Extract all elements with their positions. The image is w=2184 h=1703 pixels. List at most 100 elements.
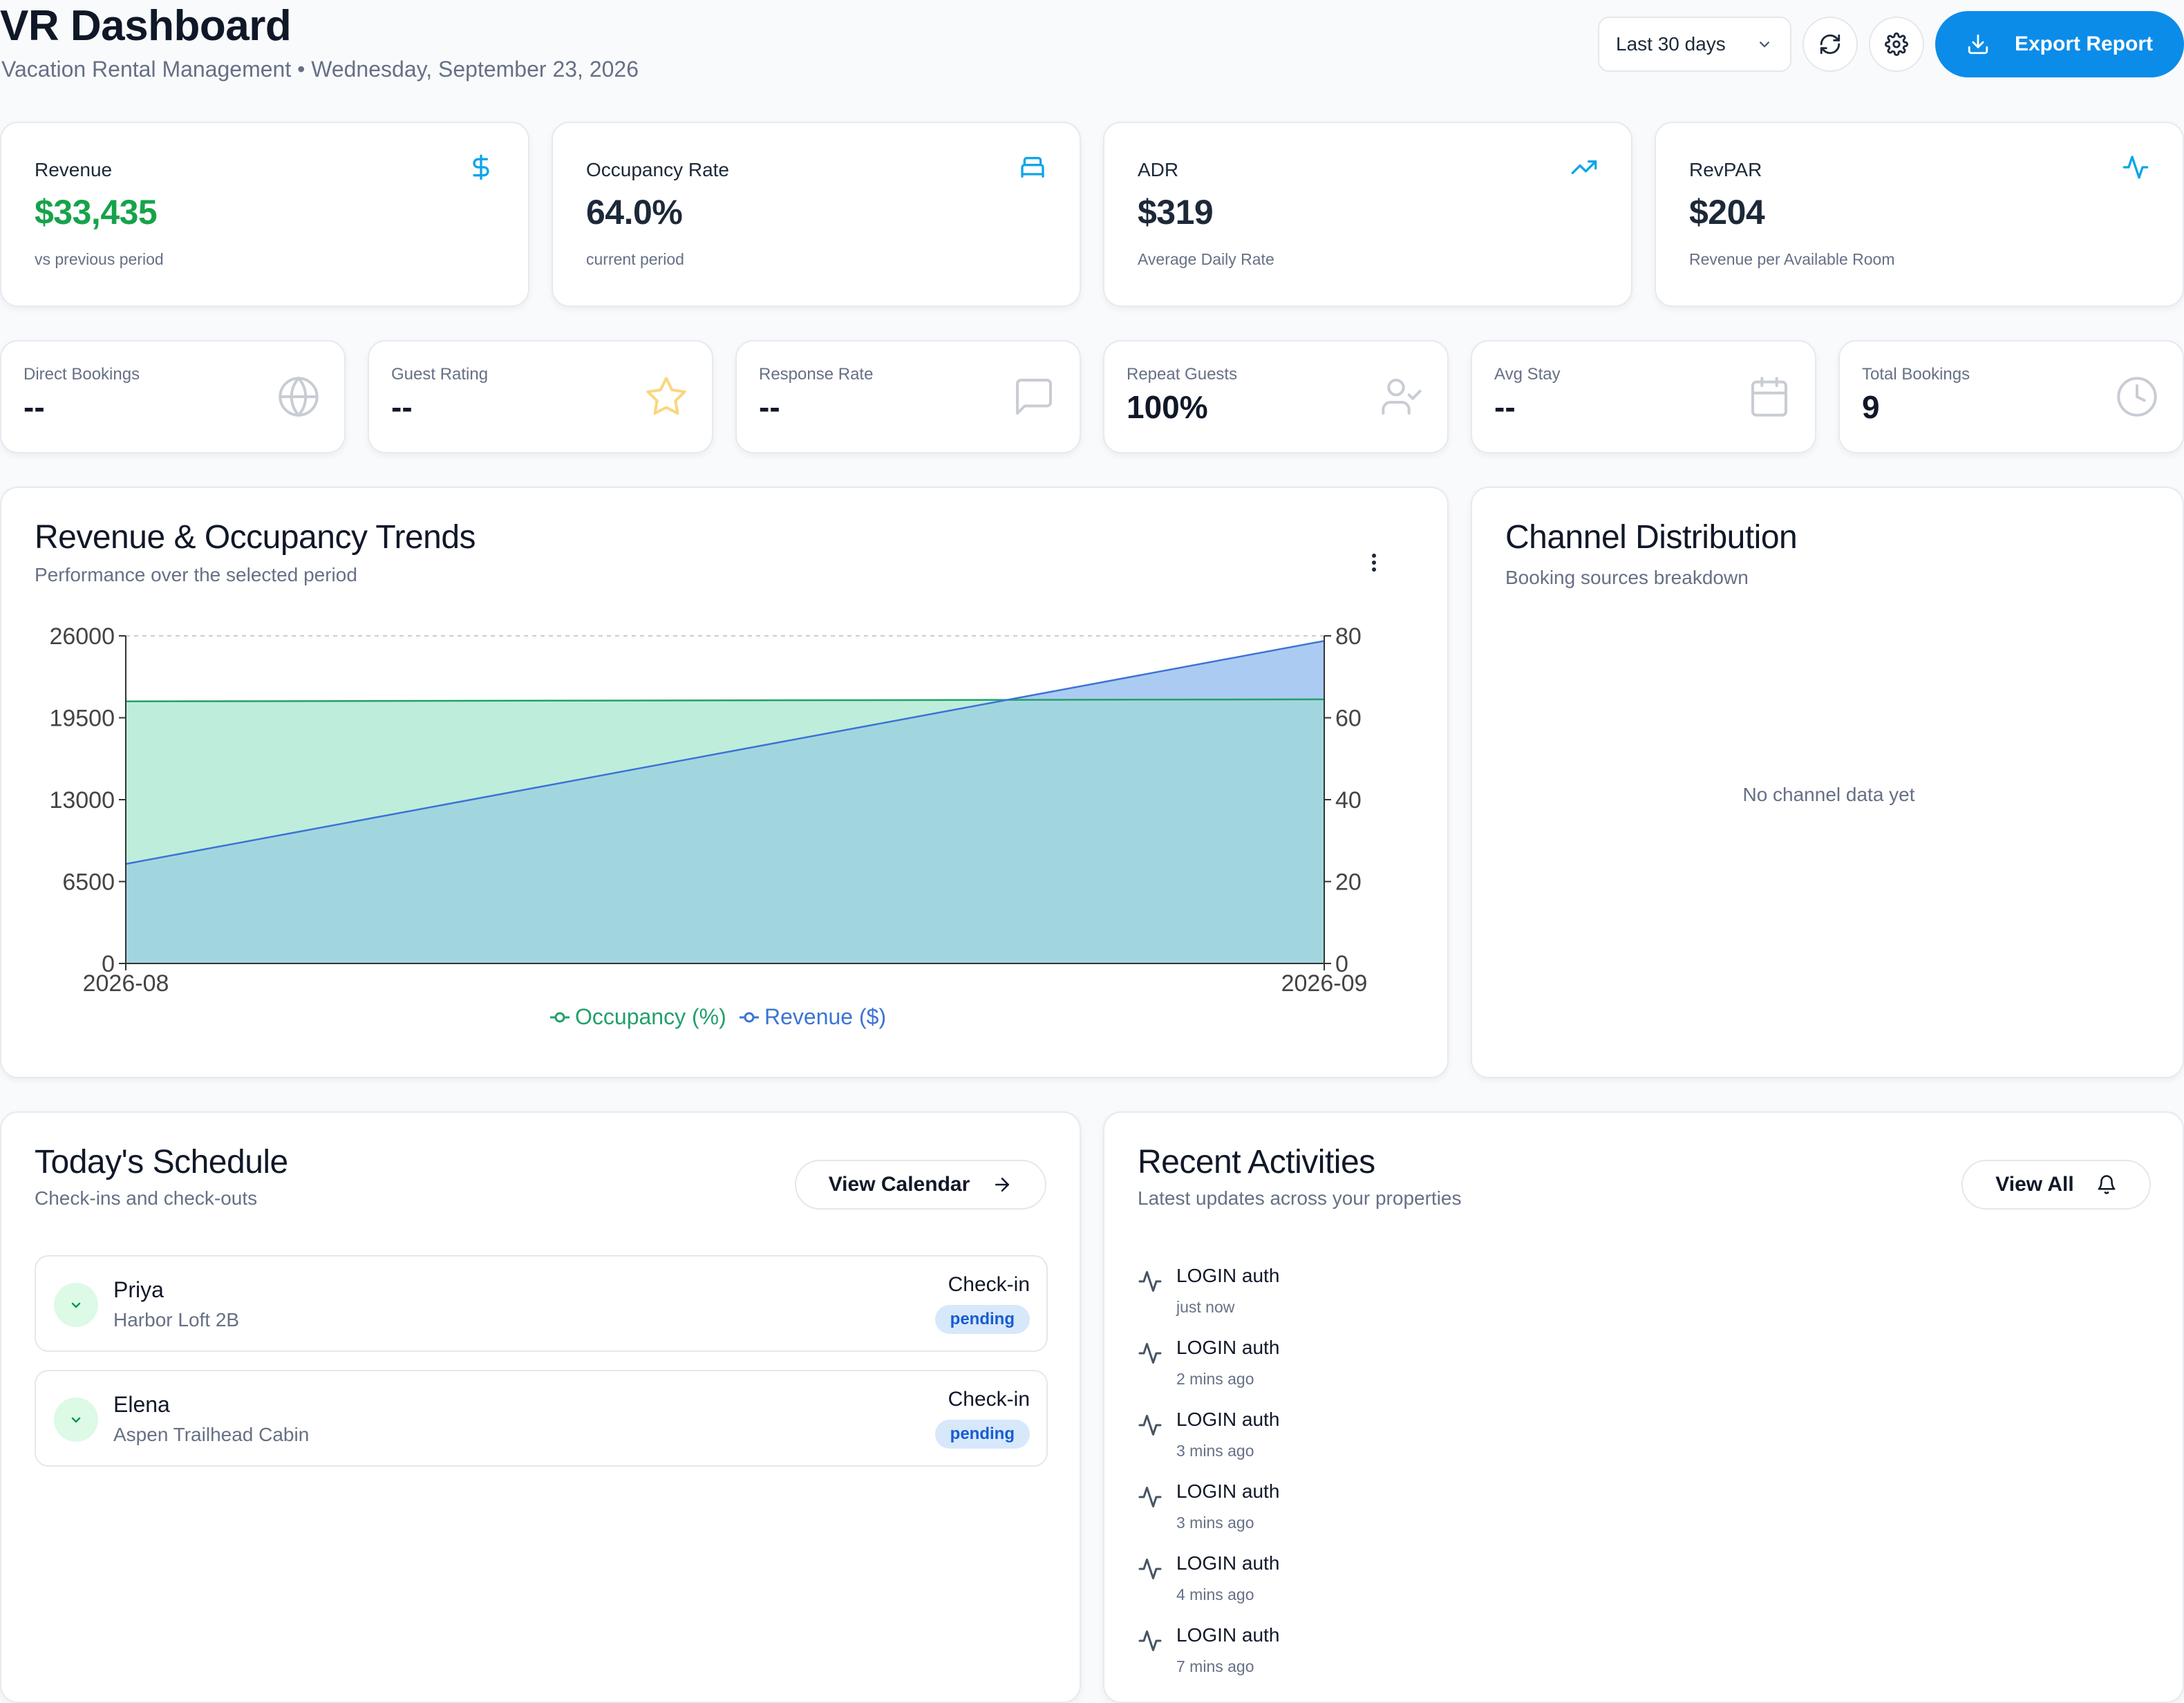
activities-title: Recent Activities xyxy=(1138,1144,1375,1180)
activity-item: LOGIN auth 3 mins ago xyxy=(1138,1475,2105,1537)
settings-button[interactable] xyxy=(1869,17,1924,72)
revenue-overlap xyxy=(126,641,1324,963)
schedule-type: Check-in xyxy=(948,1273,1030,1296)
period-select-value: Last 30 days xyxy=(1616,33,1726,55)
kpi-value: 64.0% xyxy=(586,193,683,232)
view-all-label: View All xyxy=(1995,1173,2074,1196)
legend-label: Occupancy (%) xyxy=(575,1004,726,1029)
kpi-card-revpar: RevPAR $204 Revenue per Available Room xyxy=(1655,122,2184,307)
schedule-title: Today's Schedule xyxy=(35,1144,288,1180)
kpi-sub: Average Daily Rate xyxy=(1138,250,1274,268)
kpi-card-revenue: Revenue $33,435 vs previous period xyxy=(0,122,529,307)
refresh-button[interactable] xyxy=(1802,17,1858,72)
activities-subtitle: Latest updates across your properties xyxy=(1138,1187,1462,1209)
more-vertical-icon xyxy=(1372,554,1376,572)
stat-card-guest-rating: Guest Rating -- xyxy=(368,340,713,453)
schedule-subtitle: Check-ins and check-outs xyxy=(35,1187,258,1209)
activity-icon xyxy=(1138,1343,1162,1364)
stat-label: Total Bookings xyxy=(1862,365,1970,384)
expand-button[interactable] xyxy=(54,1283,98,1327)
stat-card-direct-bookings: Direct Bookings -- xyxy=(0,340,346,453)
activity-item: LOGIN auth 3 mins ago xyxy=(1138,1403,2105,1465)
left-tick-label: 6500 xyxy=(62,869,115,896)
kpi-value: $33,435 xyxy=(35,193,158,232)
stat-card-avg-stay: Avg Stay -- xyxy=(1471,340,1816,453)
activity-time: just now xyxy=(1176,1298,1235,1316)
stat-label: Response Rate xyxy=(759,365,874,384)
status-badge: pending xyxy=(934,1420,1030,1449)
property-name: Harbor Loft 2B xyxy=(113,1309,240,1330)
page-subtitle: Vacation Rental Management • Wednesday, … xyxy=(1,57,639,82)
schedule-item[interactable]: Elena Aspen Trailhead Cabin Check-in pen… xyxy=(35,1370,1048,1467)
clock-icon xyxy=(2117,377,2157,417)
activity-item: LOGIN auth just now xyxy=(1138,1259,2105,1321)
activity-item: LOGIN auth 2 mins ago xyxy=(1138,1331,2105,1393)
activity-icon xyxy=(1138,1630,1162,1651)
refresh-icon xyxy=(1820,34,1841,55)
export-report-button[interactable]: Export Report xyxy=(1935,11,2184,77)
status-badge: pending xyxy=(934,1305,1030,1334)
stat-label: Guest Rating xyxy=(391,365,489,384)
schedule-item[interactable]: Priya Harbor Loft 2B Check-in pending xyxy=(35,1255,1048,1352)
activity-item: LOGIN auth 4 mins ago xyxy=(1138,1547,2105,1609)
guest-name: Elena xyxy=(113,1392,170,1417)
activity-icon xyxy=(1138,1271,1162,1292)
activities-card: Recent Activities Latest updates across … xyxy=(1103,1111,2184,1703)
chevron-down-icon xyxy=(1759,41,1770,48)
stat-label: Avg Stay xyxy=(1494,365,1561,384)
expand-button[interactable] xyxy=(54,1398,98,1442)
legend-swatch-marker xyxy=(744,1012,755,1023)
kpi-value: $319 xyxy=(1138,193,1214,232)
legend-label: Revenue ($) xyxy=(764,1004,886,1029)
bed-icon xyxy=(1021,157,1044,178)
activity-icon xyxy=(1138,1415,1162,1436)
revenue-line xyxy=(125,640,1325,865)
guest-name: Priya xyxy=(113,1277,164,1302)
activity-text: LOGIN auth xyxy=(1176,1337,1280,1358)
activity-icon xyxy=(1138,1487,1162,1507)
left-tick-label: 13000 xyxy=(49,787,115,813)
right-tick-label: 40 xyxy=(1335,787,1362,813)
channel-subtitle: Booking sources breakdown xyxy=(1505,567,1749,588)
stat-value: 100% xyxy=(1127,389,1208,425)
calendar-icon xyxy=(1751,377,1787,417)
view-all-button[interactable]: View All xyxy=(1961,1160,2151,1210)
gear-icon xyxy=(1885,32,1908,56)
x-tick-label: 2026-08 xyxy=(83,970,169,997)
stat-label: Direct Bookings xyxy=(23,365,140,384)
right-tick-label: 20 xyxy=(1335,869,1362,896)
stat-card-total-bookings: Total Bookings 9 xyxy=(1838,340,2184,453)
activity-icon xyxy=(2122,156,2149,179)
activity-time: 7 mins ago xyxy=(1176,1657,1254,1675)
more-options-button[interactable] xyxy=(1360,546,1388,579)
globe-icon xyxy=(279,376,319,417)
trends-chart: 0 6500 13000 19500 26000 0 20 40 60 80 2026-08 2026… xyxy=(49,623,1367,1029)
left-tick-label: 0 xyxy=(102,951,115,977)
kpi-sub: Revenue per Available Room xyxy=(1689,250,1895,268)
activity-text: LOGIN auth xyxy=(1176,1409,1280,1430)
bell-icon xyxy=(2098,1175,2116,1194)
page-title: VR Dashboard xyxy=(0,2,292,50)
kpi-sub: vs previous period xyxy=(35,250,164,268)
stat-label: Repeat Guests xyxy=(1127,365,1238,384)
period-select[interactable]: Last 30 days xyxy=(1598,17,1791,72)
occupancy-line xyxy=(125,698,1325,703)
activity-time: 4 mins ago xyxy=(1176,1586,1254,1603)
schedule-type: Check-in xyxy=(948,1388,1030,1411)
channel-empty-state: No channel data yet xyxy=(1742,784,1915,805)
activity-text: LOGIN auth xyxy=(1176,1624,1280,1646)
right-tick-label: 0 xyxy=(1335,951,1348,977)
activity-text: LOGIN auth xyxy=(1176,1480,1280,1502)
kpi-card-adr: ADR $319 Average Daily Rate xyxy=(1103,122,1632,307)
view-calendar-label: View Calendar xyxy=(828,1173,970,1196)
message-icon xyxy=(1016,379,1052,415)
stat-value: -- xyxy=(759,389,780,425)
kpi-sub: current period xyxy=(586,250,684,268)
stat-card-response-rate: Response Rate -- xyxy=(735,340,1081,453)
kpi-value: $204 xyxy=(1689,193,1765,232)
activity-text: LOGIN auth xyxy=(1176,1265,1280,1286)
view-calendar-button[interactable]: View Calendar xyxy=(795,1160,1046,1210)
trending-up-icon xyxy=(1571,160,1597,174)
stat-value: 9 xyxy=(1862,389,1880,425)
kpi-label: Occupancy Rate xyxy=(586,159,729,180)
